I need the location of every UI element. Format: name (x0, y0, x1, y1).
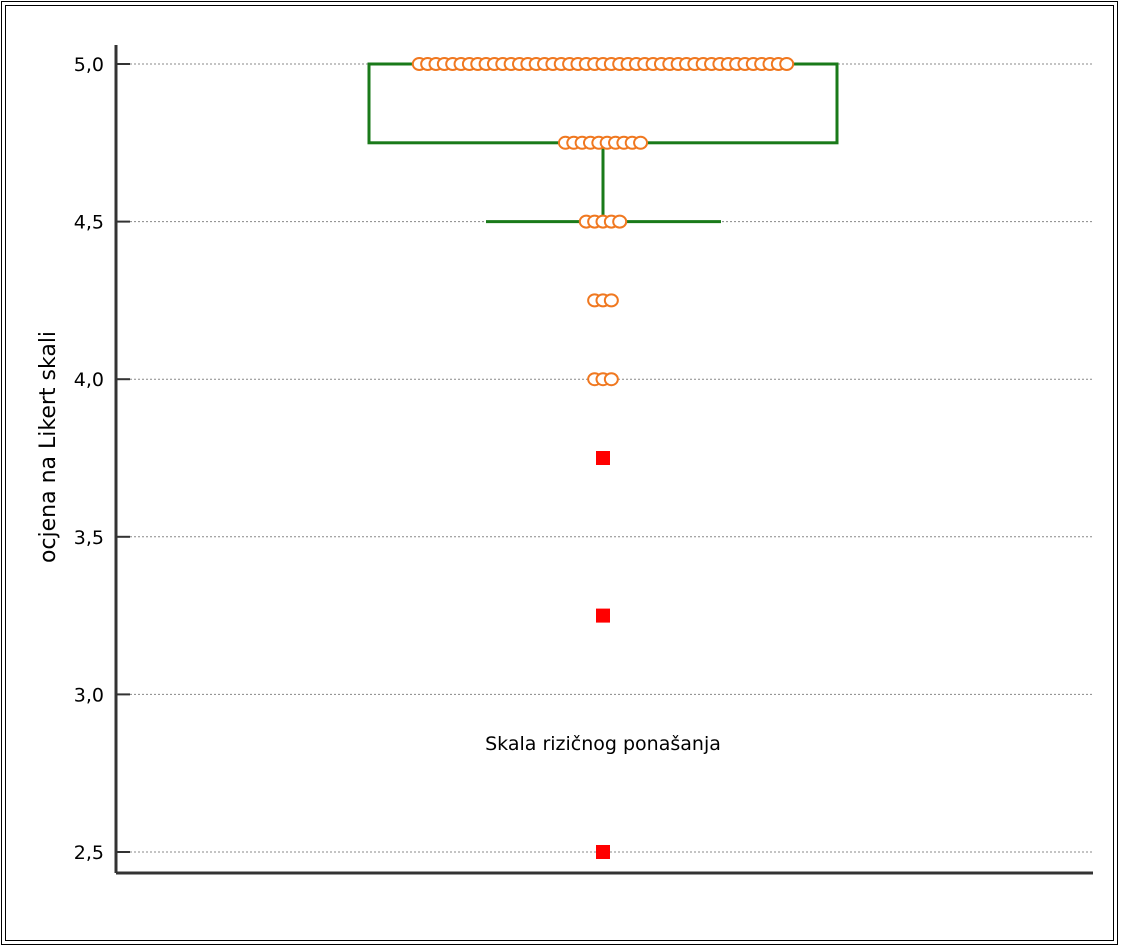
outlier-marker (596, 451, 610, 465)
data-point (603, 372, 619, 387)
y-tick-label: 4,5 (74, 212, 104, 234)
y-tick-label: 4,0 (74, 369, 104, 391)
data-point (612, 214, 628, 229)
y-tick-label: 3,0 (74, 684, 104, 706)
y-axis-title: ocjena na Likert skali (36, 331, 61, 563)
data-point (779, 57, 795, 71)
chart-frame-inner (5, 5, 1114, 941)
data-point (603, 293, 619, 308)
box-rect (367, 62, 839, 145)
category-label: Skala rizičnog ponašanja (485, 733, 721, 755)
axes (114, 45, 1093, 875)
outlier-points (596, 451, 610, 859)
data-points (411, 57, 795, 387)
data-point (633, 135, 649, 150)
y-tick-labels: 2,5 3,0 3,5 4,0 4,5 5,0 (74, 54, 104, 864)
outlier-marker (596, 608, 610, 623)
y-tick-label: 2,5 (74, 842, 104, 864)
outlier-marker (596, 845, 610, 859)
y-tick-label: 3,5 (74, 527, 104, 549)
y-tick-label: 5,0 (74, 54, 104, 76)
